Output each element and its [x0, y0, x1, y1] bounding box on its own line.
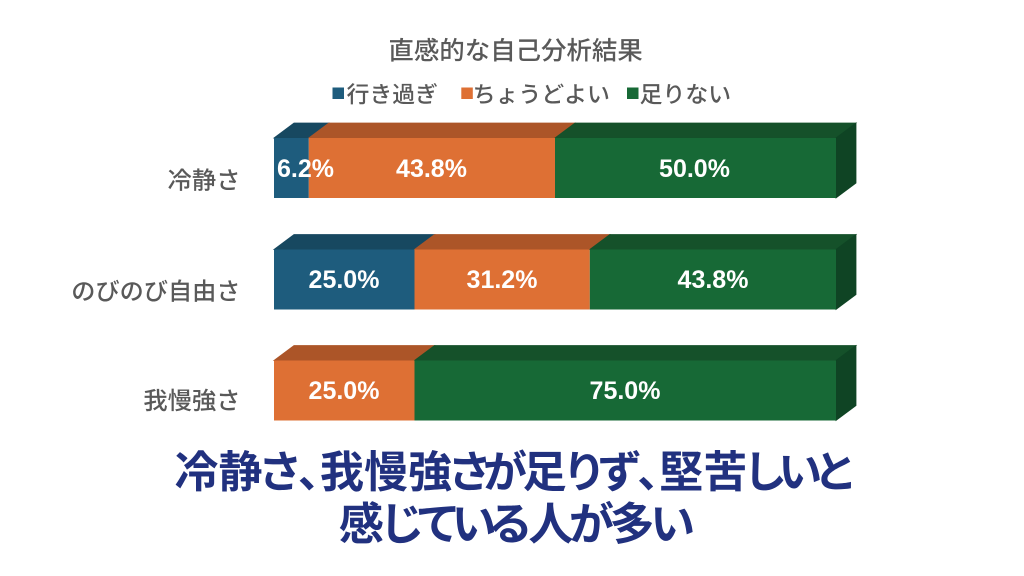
svg-text:43.8%: 43.8% — [678, 266, 749, 294]
svg-text:50.0%: 50.0% — [659, 155, 730, 183]
svg-text:25.0%: 25.0% — [309, 377, 380, 405]
svg-text:6.2%: 6.2% — [277, 155, 334, 183]
svg-text:75.0%: 75.0% — [590, 377, 661, 405]
svg-text:31.2%: 31.2% — [467, 266, 538, 294]
svg-text:25.0%: 25.0% — [309, 266, 380, 294]
svg-text:43.8%: 43.8% — [396, 155, 467, 183]
